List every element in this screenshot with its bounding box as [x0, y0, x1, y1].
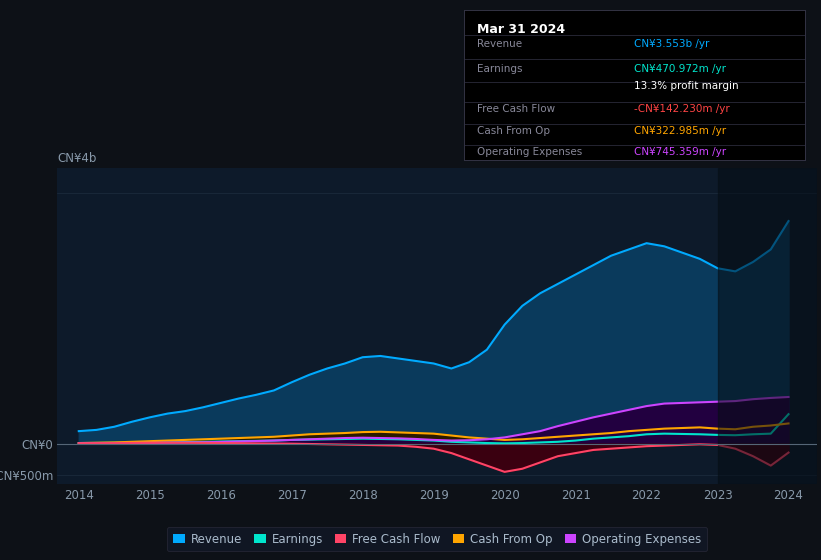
Text: CN¥3.553b /yr: CN¥3.553b /yr — [635, 39, 709, 49]
Text: -CN¥142.230m /yr: -CN¥142.230m /yr — [635, 104, 730, 114]
Text: CN¥470.972m /yr: CN¥470.972m /yr — [635, 64, 727, 74]
Text: Earnings: Earnings — [478, 64, 523, 74]
Text: CN¥322.985m /yr: CN¥322.985m /yr — [635, 125, 727, 136]
Text: Operating Expenses: Operating Expenses — [478, 147, 583, 157]
Text: Mar 31 2024: Mar 31 2024 — [478, 23, 566, 36]
Text: Revenue: Revenue — [478, 39, 523, 49]
Text: Cash From Op: Cash From Op — [478, 125, 551, 136]
Bar — [718, 168, 817, 484]
Legend: Revenue, Earnings, Free Cash Flow, Cash From Op, Operating Expenses: Revenue, Earnings, Free Cash Flow, Cash … — [167, 527, 708, 552]
Text: 13.3% profit margin: 13.3% profit margin — [635, 81, 739, 91]
Text: CN¥745.359m /yr: CN¥745.359m /yr — [635, 147, 727, 157]
Text: Free Cash Flow: Free Cash Flow — [478, 104, 556, 114]
Text: CN¥4b: CN¥4b — [57, 152, 97, 165]
